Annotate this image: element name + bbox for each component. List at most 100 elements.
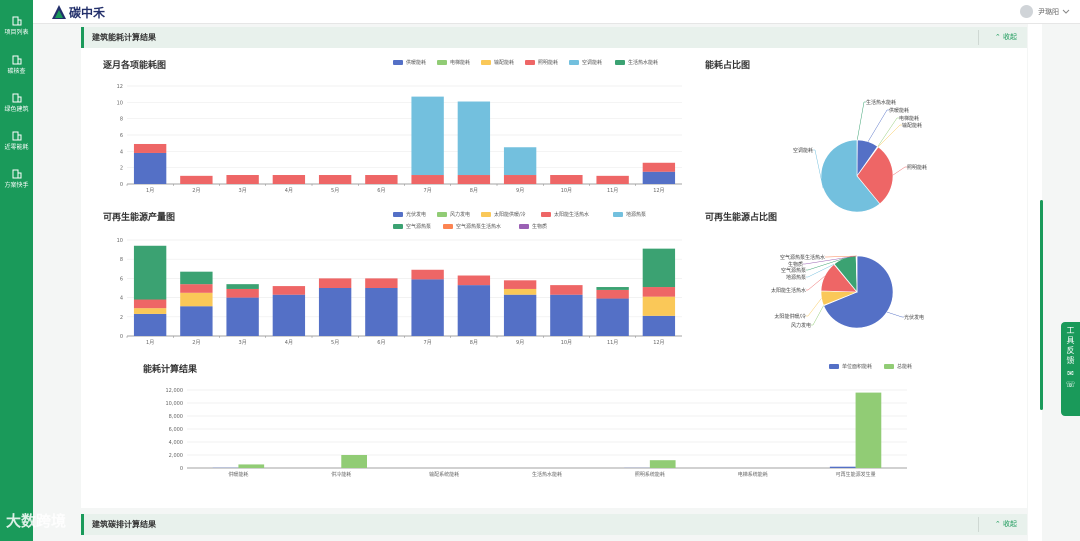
- feedback-tool-button[interactable]: 工具反馈 ✉ ☏: [1061, 322, 1080, 416]
- legend-item[interactable]: 空气源热泵生活热水: [443, 223, 501, 230]
- divider: [978, 517, 979, 532]
- sidebar-item-quick-plan[interactable]: 方案快手: [0, 169, 33, 189]
- x-tick-label: 3月: [239, 340, 247, 346]
- sidebar-item-label: 绿色建筑: [4, 106, 29, 113]
- legend-swatch: [481, 60, 491, 65]
- bar-空调能耗: [503, 147, 537, 176]
- section-header-energy: 建筑能耗计算结果 ⌃ 收起: [81, 27, 1027, 48]
- pie-label: 光伏发电: [904, 314, 924, 321]
- legend-item[interactable]: 电梯能耗: [437, 59, 470, 66]
- legend-swatch: [437, 212, 447, 217]
- divider: [978, 30, 979, 45]
- legend-swatch: [541, 212, 551, 217]
- pie-label: 生物质: [788, 261, 803, 268]
- legend-item[interactable]: 输配能耗: [481, 59, 514, 66]
- bar-照明能耗: [318, 175, 352, 184]
- logo[interactable]: 碳中禾: [51, 3, 105, 21]
- legend-label: 空气源热泵: [406, 224, 432, 230]
- legend-item[interactable]: 光伏发电: [393, 211, 426, 218]
- pie-label: 太阳能生活热水: [771, 287, 806, 294]
- legend-item[interactable]: 单位面积能耗: [829, 363, 872, 370]
- y-tick-label: 6: [120, 133, 123, 139]
- x-tick-label: 5月: [331, 340, 339, 346]
- collapse-button[interactable]: ⌃ 收起: [995, 32, 1017, 42]
- bar-照明能耗: [365, 175, 398, 184]
- pie-label-line: [892, 166, 907, 176]
- legend-item[interactable]: 总能耗: [884, 363, 912, 370]
- legend-renewable: 光伏发电 风力发电 太阳能供暖/冷 太阳能生活热水 地源热泵空气源热泵 空气源热泵生活热水…: [393, 211, 693, 233]
- legend-label: 太阳能供暖/冷: [494, 212, 526, 218]
- bar-太阳能生活热水: [457, 275, 491, 286]
- logo-icon: [52, 5, 66, 19]
- legend-item[interactable]: 照明能耗: [525, 59, 558, 66]
- legend-label: 地源热泵: [626, 212, 647, 218]
- y-tick-label: 4: [120, 296, 123, 302]
- legend-swatch: [569, 60, 579, 65]
- legend-item[interactable]: 生活热水能耗: [615, 59, 658, 66]
- sidebar-item-green-building[interactable]: 绿色建筑: [0, 93, 33, 113]
- bar-单位面积能耗: [829, 466, 856, 468]
- pie-slice-照明能耗: [856, 146, 894, 205]
- user-menu[interactable]: 尹璐阳: [1020, 5, 1070, 18]
- x-tick-label: 输配系统能耗: [429, 471, 459, 478]
- sidebar-item-near-zero[interactable]: 近零能耗: [0, 131, 33, 151]
- legend-swatch: [615, 60, 625, 65]
- pie-label-line: [856, 101, 866, 141]
- bar-总能耗: [649, 460, 676, 468]
- y-tick-label: 4: [120, 149, 123, 155]
- legend-item[interactable]: 风力发电: [437, 211, 470, 218]
- legend-item[interactable]: 空调能耗: [569, 59, 602, 66]
- pie-label-line: [813, 149, 824, 189]
- y-tick-label: 2: [120, 166, 123, 172]
- brand-name: 碳中禾: [69, 5, 106, 20]
- bar-空调能耗: [411, 96, 444, 176]
- legend-item[interactable]: 生物质: [519, 223, 547, 230]
- legend-label: 生活热水能耗: [628, 60, 659, 66]
- bar-光伏发电: [133, 313, 167, 336]
- x-tick-label: 7月: [424, 340, 432, 346]
- x-tick-label: 6月: [377, 340, 385, 346]
- legend-item[interactable]: 太阳能生活热水: [541, 211, 589, 218]
- bar-空调能耗: [457, 101, 491, 176]
- legend-label: 太阳能生活热水: [554, 212, 590, 218]
- avatar: [1020, 5, 1033, 18]
- legend-item[interactable]: 太阳能供暖/冷: [481, 211, 526, 218]
- bar-太阳能生活热水: [226, 288, 259, 298]
- x-tick-label: 10月: [561, 188, 572, 194]
- bar-太阳能供暖/冷: [133, 308, 167, 314]
- sidebar-item-carbon-check[interactable]: 碳核查: [0, 55, 33, 75]
- legend-item[interactable]: 供暖能耗: [393, 59, 426, 66]
- chevron-up-icon: ⌃: [994, 33, 1001, 41]
- x-tick-label: 12月: [653, 188, 664, 194]
- pie-label: 风力发电: [791, 322, 811, 329]
- bar-太阳能生活热水: [318, 278, 352, 288]
- pie-label: 太阳能供暖/冷: [774, 313, 806, 320]
- x-tick-label: 3月: [239, 188, 247, 194]
- user-name: 尹璐阳: [1038, 7, 1059, 16]
- x-tick-label: 11月: [607, 340, 618, 346]
- y-tick-label: 8: [120, 257, 123, 263]
- chart-title-energy-share: 能耗占比图: [705, 61, 751, 71]
- legend-item[interactable]: 地源热泵: [613, 211, 646, 218]
- bar-照明能耗: [550, 175, 583, 184]
- legend-swatch: [393, 212, 403, 217]
- bar-供暖能耗: [133, 152, 167, 184]
- legend-swatch: [437, 60, 447, 65]
- bar-太阳能生活热水: [365, 278, 398, 288]
- sidebar-item-projects[interactable]: 项目列表: [0, 16, 33, 36]
- legend-label: 光伏发电: [406, 212, 427, 218]
- legend-swatch: [519, 224, 529, 229]
- collapse-button[interactable]: ⌃ 收起: [995, 519, 1017, 529]
- legend-label: 供暖能耗: [406, 60, 427, 66]
- bar-光伏发电: [457, 285, 491, 336]
- x-tick-label: 6月: [377, 188, 385, 194]
- legend-label: 空气源热泵生活热水: [456, 224, 502, 230]
- legend-swatch: [829, 364, 839, 369]
- calc-result-chart: 0 2,000 4,000 6,000 8,000 10,000 12,000 供暖能耗 供冷能…: [166, 388, 907, 478]
- scrollbar[interactable]: [1040, 200, 1043, 410]
- collapse-label: 收起: [1003, 520, 1017, 528]
- legend-item[interactable]: 空气源热泵: [393, 223, 431, 230]
- pie-slice-空调能耗: [820, 139, 881, 213]
- bar-太阳能生活热水: [133, 299, 167, 309]
- legend-label: 电梯能耗: [450, 60, 471, 66]
